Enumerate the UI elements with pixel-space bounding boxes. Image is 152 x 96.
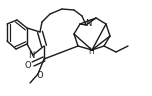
Text: H: H [88, 48, 94, 57]
Text: N: N [85, 19, 91, 27]
Text: O: O [25, 60, 31, 70]
Text: N: N [28, 50, 34, 60]
Text: O: O [37, 70, 43, 79]
